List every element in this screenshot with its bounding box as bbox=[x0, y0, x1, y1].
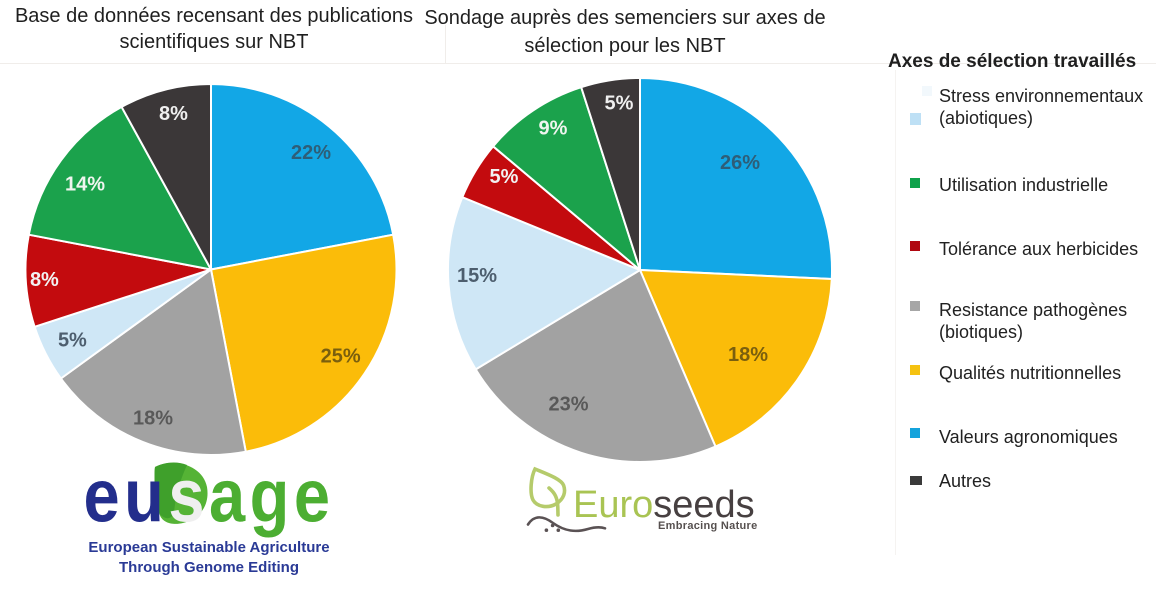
svg-text:9%: 9% bbox=[539, 118, 568, 140]
svg-text:5%: 5% bbox=[605, 93, 634, 115]
svg-text:25%: 25% bbox=[321, 346, 361, 368]
svg-text:26%: 26% bbox=[720, 152, 760, 174]
svg-text:8%: 8% bbox=[30, 269, 59, 291]
svg-text:18%: 18% bbox=[133, 408, 173, 430]
svg-text:5%: 5% bbox=[490, 166, 519, 188]
svg-text:15%: 15% bbox=[457, 265, 497, 287]
svg-text:18%: 18% bbox=[728, 344, 768, 366]
svg-text:8%: 8% bbox=[159, 103, 188, 125]
svg-text:23%: 23% bbox=[548, 394, 588, 416]
svg-text:14%: 14% bbox=[65, 174, 105, 196]
svg-text:22%: 22% bbox=[291, 142, 331, 164]
svg-text:5%: 5% bbox=[58, 330, 87, 352]
